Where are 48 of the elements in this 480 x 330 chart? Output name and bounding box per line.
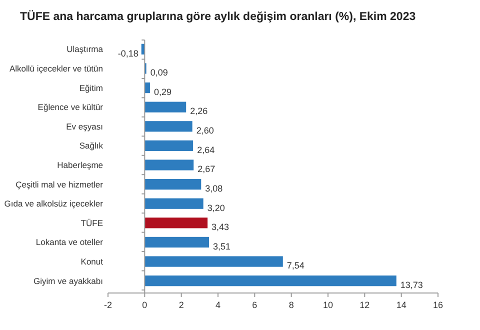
y-tick-label: Alkollü içecekler ve tütün bbox=[9, 63, 104, 74]
bar bbox=[144, 256, 283, 267]
y-tick-label: Lokanta ve oteller bbox=[36, 237, 104, 248]
x-tick-label: 0 bbox=[142, 300, 148, 310]
bar bbox=[144, 276, 396, 286]
bar bbox=[144, 121, 192, 132]
data-label: 2,60 bbox=[196, 126, 214, 136]
x-tick-label: 10 bbox=[322, 300, 334, 310]
x-tick-label: 6 bbox=[252, 300, 258, 310]
y-tick-label: Konut bbox=[80, 256, 104, 266]
x-tick-label: 4 bbox=[215, 300, 221, 310]
data-label: 3,08 bbox=[205, 183, 223, 194]
data-label: 3,51 bbox=[213, 241, 231, 252]
bar bbox=[144, 178, 202, 190]
x-tick-label: 2 bbox=[178, 300, 184, 310]
x-tick-label: 16 bbox=[432, 300, 444, 310]
y-tick-label: Sağlık bbox=[79, 140, 104, 151]
bar bbox=[144, 140, 194, 152]
x-tick-label: 12 bbox=[360, 300, 370, 310]
data-label: 2,67 bbox=[198, 164, 216, 174]
data-label: -0,18 bbox=[118, 48, 138, 58]
data-label: 2,26 bbox=[190, 106, 208, 116]
data-label: 7,54 bbox=[286, 260, 304, 271]
y-tick-label: Ulaştırma bbox=[66, 44, 104, 54]
data-label: 0,09 bbox=[150, 68, 168, 78]
y-tick-label: TÜFE bbox=[80, 218, 104, 228]
chart-title: TÜFE ana harcama gruplarına göre aylık değişim oranları (%), Ekim 2023 bbox=[20, 10, 416, 23]
bar bbox=[144, 198, 204, 209]
data-label: 3,43 bbox=[212, 222, 230, 232]
bar bbox=[144, 160, 194, 170]
bar bbox=[144, 218, 208, 228]
y-tick-label: Haberleşme bbox=[57, 160, 104, 170]
data-label: 2,64 bbox=[197, 144, 215, 155]
bar bbox=[144, 82, 150, 94]
data-label: 13,73 bbox=[400, 280, 423, 290]
y-tick-label: Çeşitli mal ve hizmetler bbox=[16, 179, 104, 190]
x-tick-label: 14 bbox=[396, 300, 406, 310]
y-tick-label: Gıda ve alkolsüz içecekler bbox=[4, 198, 104, 209]
x-tick-label: 8 bbox=[288, 300, 294, 310]
bar bbox=[144, 102, 186, 112]
data-label: 0,29 bbox=[154, 86, 172, 97]
y-tick-label: Ev eşyası bbox=[66, 121, 103, 132]
x-tick-label: -2 bbox=[104, 300, 112, 310]
bar bbox=[144, 236, 210, 248]
y-tick-label: Eğitim bbox=[79, 82, 103, 93]
data-label: 3,20 bbox=[207, 202, 225, 213]
y-tick-label: Giyim ve ayakkabı bbox=[34, 276, 103, 286]
y-tick-label: Eğlence ve kültür bbox=[38, 102, 104, 112]
